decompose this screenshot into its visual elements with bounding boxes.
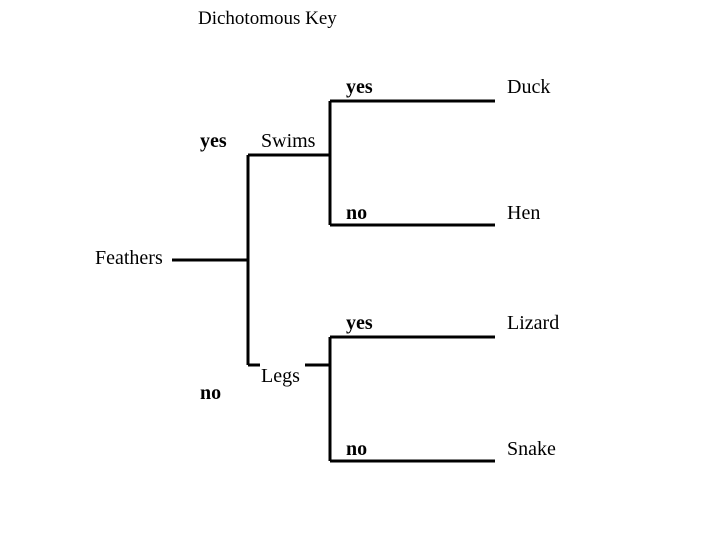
node-lizard: Lizard <box>507 312 559 335</box>
node-yes3: yes <box>346 312 373 335</box>
node-feathers: Feathers <box>95 247 163 270</box>
node-hen: Hen <box>507 202 540 225</box>
node-no1: no <box>200 382 221 405</box>
node-no2: no <box>346 202 367 225</box>
node-no3: no <box>346 438 367 461</box>
node-yes1: yes <box>200 130 227 153</box>
node-yes2: yes <box>346 76 373 99</box>
node-snake: Snake <box>507 438 556 461</box>
node-swims: Swims <box>261 130 315 153</box>
node-duck: Duck <box>507 76 550 99</box>
node-legs: Legs <box>261 365 300 388</box>
